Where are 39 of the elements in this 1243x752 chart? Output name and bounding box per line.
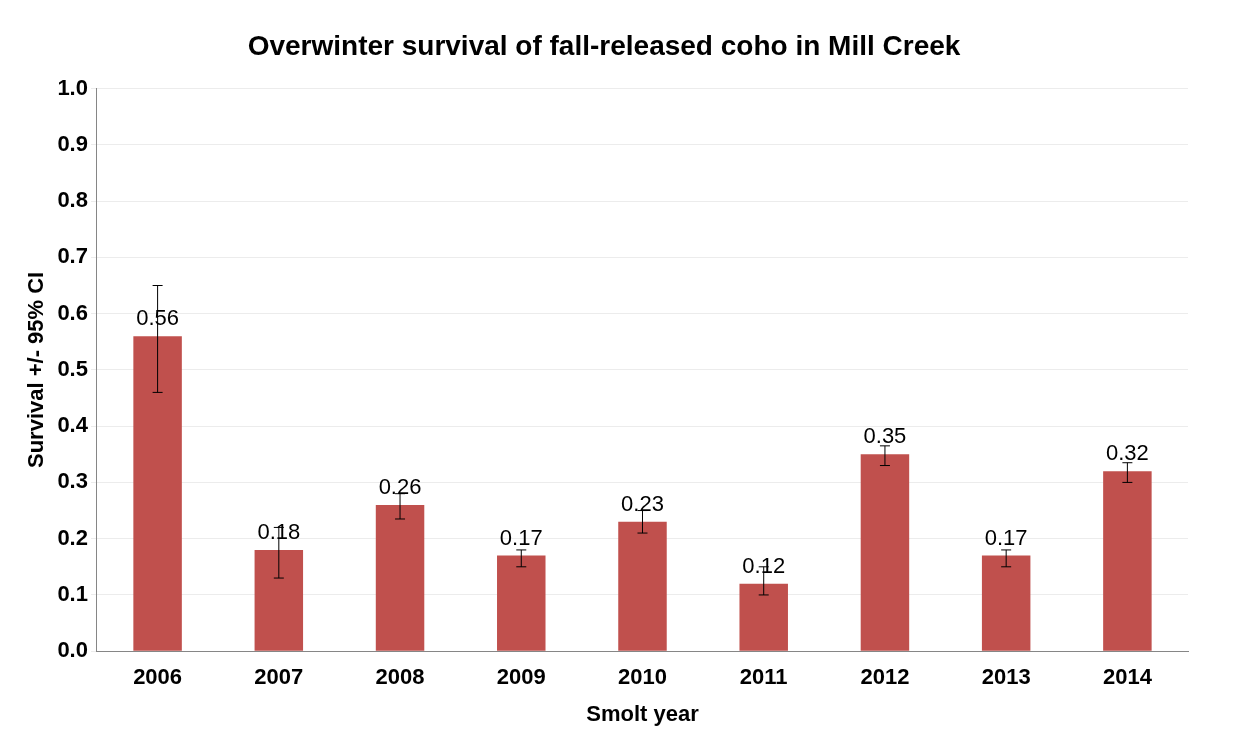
y-tick-label: 0.3	[57, 468, 88, 494]
x-tick-label: 2013	[981, 664, 1031, 690]
x-tick-label: 2008	[375, 664, 425, 690]
data-label: 0.17	[499, 524, 543, 550]
x-tick-label: 2012	[860, 664, 910, 690]
data-label: 0.35	[863, 423, 907, 449]
y-tick-label: 1.0	[57, 74, 88, 100]
chart-title: Overwinter survival of fall-released coho in Mill Creek	[247, 29, 961, 61]
x-tick-label: 2010	[618, 664, 667, 690]
data-label: 0.23	[621, 490, 664, 516]
bar	[860, 454, 910, 651]
x-tick-label: 2009	[496, 664, 546, 690]
y-tick-label: 0.9	[57, 130, 88, 156]
y-tick-label: 0.5	[57, 355, 88, 381]
y-tick-label: 0.4	[57, 412, 89, 438]
bar	[981, 555, 1031, 651]
data-label: 0.32	[1105, 440, 1149, 466]
bar	[1103, 471, 1152, 651]
bar	[254, 549, 304, 651]
data-label: 0.12	[742, 552, 786, 578]
x-tick-label: 2014	[1102, 664, 1153, 690]
y-tick-label: 0.8	[57, 187, 88, 213]
y-tick-label: 0.2	[57, 524, 88, 550]
x-tick-label: 2007	[254, 664, 304, 690]
bar	[375, 504, 425, 651]
data-label: 0.26	[378, 473, 422, 499]
y-tick-label: 0.1	[57, 581, 88, 606]
x-tick-label: 2006	[133, 664, 183, 690]
x-axis-title: Smolt year	[586, 700, 700, 726]
bar	[618, 521, 667, 651]
x-tick-label: 2011	[739, 664, 788, 690]
y-axis-title: Survival +/- 95% CI	[23, 271, 49, 469]
bar	[739, 583, 788, 651]
bar	[497, 555, 546, 651]
y-tick-label: 0.6	[57, 299, 88, 325]
y-tick-label: 0.7	[57, 243, 88, 269]
y-tick-label: 0.0	[57, 637, 88, 663]
bar	[133, 336, 182, 651]
data-label: 0.17	[984, 524, 1028, 550]
